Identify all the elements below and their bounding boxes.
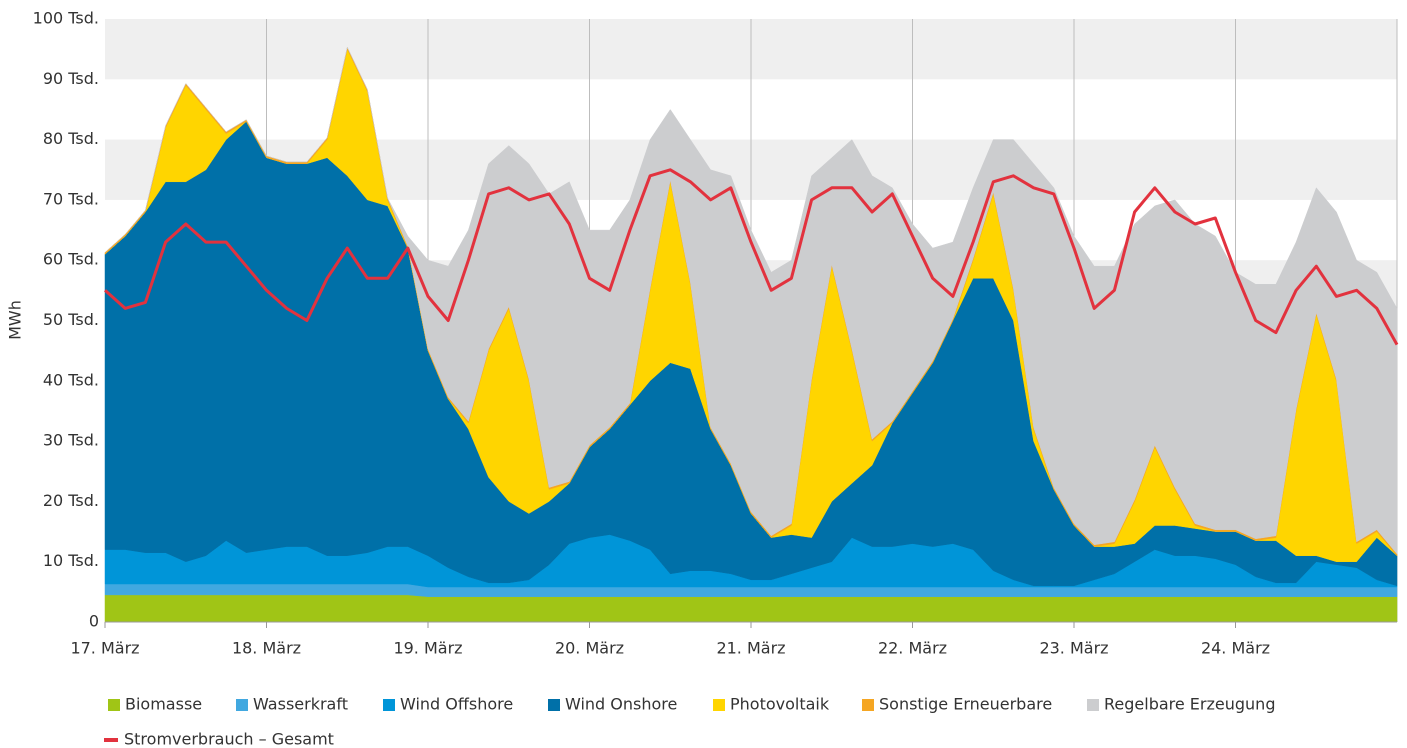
area (104, 594, 1398, 623)
x-tick-label: 24. März (1201, 639, 1270, 658)
y-tick-label: 40 Tsd. (43, 370, 99, 389)
x-tick-label: 23. März (1039, 639, 1108, 658)
x-tick-label: 21. März (716, 639, 785, 658)
x-tick-label: 18. März (232, 639, 301, 658)
legend-swatch (713, 699, 725, 711)
area (104, 46, 1398, 555)
legend-swatch (236, 699, 248, 711)
y-tick-label: 60 Tsd. (43, 250, 99, 269)
legend-label: Wasserkraft (253, 695, 348, 714)
x-tick-label: 22. März (878, 639, 947, 658)
y-tick-label: 50 Tsd. (43, 310, 99, 329)
y-tick-label: 70 Tsd. (43, 189, 99, 208)
y-axis-label: MWh (6, 300, 25, 340)
y-tick-label: 90 Tsd. (43, 69, 99, 88)
legend-label: Wind Offshore (400, 695, 513, 714)
legend-swatch (104, 738, 118, 742)
y-tick-label: 0 (89, 612, 99, 631)
x-tick-label: 17. März (70, 639, 139, 658)
y-tick-label: 80 Tsd. (43, 129, 99, 148)
legend-swatch (108, 699, 120, 711)
y-tick-label: 30 Tsd. (43, 431, 99, 450)
y-tick-label: 100 Tsd. (33, 9, 99, 28)
legend-swatch (1087, 699, 1099, 711)
legend-swatch (862, 699, 874, 711)
legend-label: Sonstige Erneuerbare (879, 695, 1052, 714)
legend-swatch (383, 699, 395, 711)
y-tick-label: 20 Tsd. (43, 491, 99, 510)
legend-label: Regelbare Erzeugung (1104, 695, 1275, 714)
legend-label: Stromverbrauch – Gesamt (124, 730, 334, 748)
legend-label: Photovoltaik (730, 695, 830, 714)
legend-label: Wind Onshore (565, 695, 677, 714)
y-tick-label: 10 Tsd. (43, 551, 99, 570)
x-tick-label: 19. März (393, 639, 462, 658)
line (103, 168, 1399, 346)
legend-swatch (548, 699, 560, 711)
legend-label: Biomasse (125, 695, 202, 714)
x-tick-label: 20. März (555, 639, 624, 658)
